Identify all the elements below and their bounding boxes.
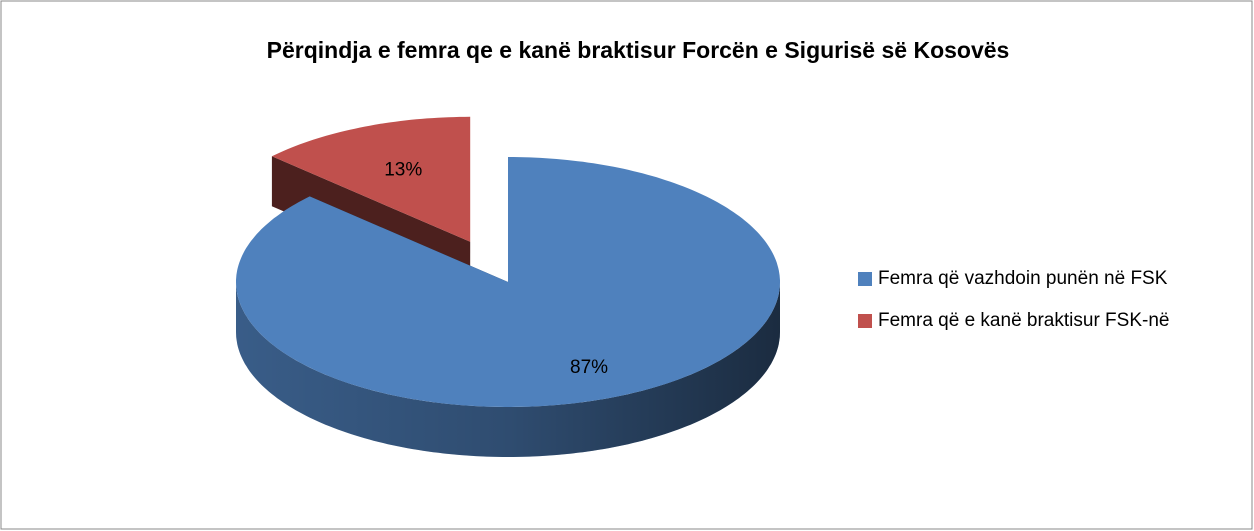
legend-label: Femra që vazhdoin punën në FSK	[878, 268, 1168, 289]
chart-title: Përqindja e femra qe e kanë braktisur Fo…	[267, 37, 1010, 63]
slice	[271, 116, 471, 242]
legend-swatch	[858, 314, 872, 328]
data-label: 13%	[384, 160, 422, 181]
slice	[236, 157, 780, 407]
legend-label: Femra që e kanë braktisur FSK-në	[878, 310, 1169, 331]
slice-side-shade	[236, 282, 780, 457]
data-label: 87%	[570, 357, 608, 378]
legend-swatch	[858, 272, 872, 286]
